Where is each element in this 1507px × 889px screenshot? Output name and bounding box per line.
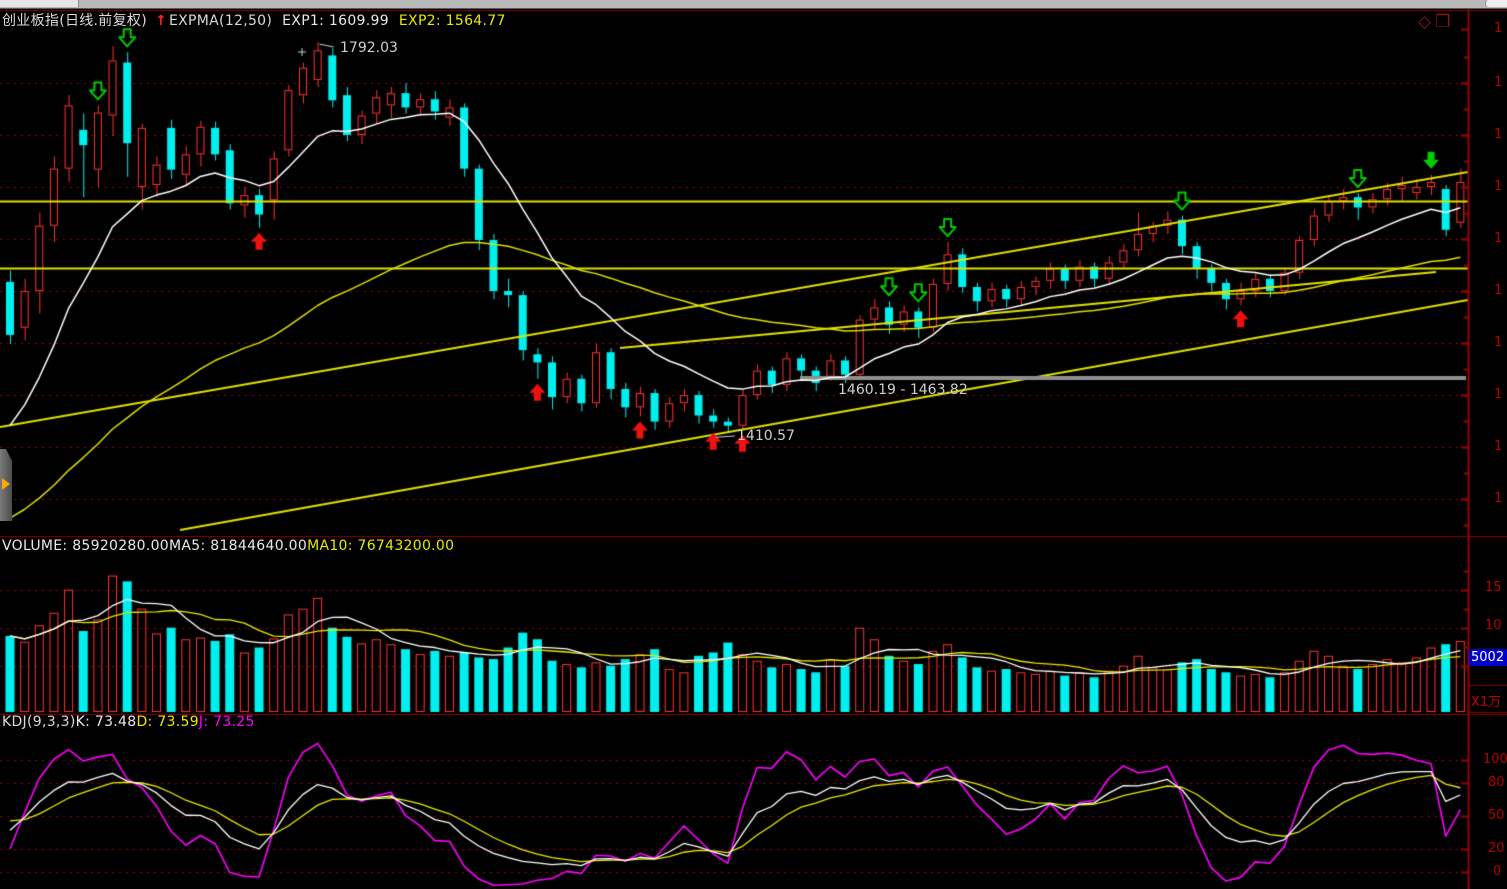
peak-price-annotation: 1792.03 — [340, 40, 398, 56]
main-axis-tick-label: 1 — [1494, 387, 1503, 402]
kdj-j-value: J: 73.25 — [198, 714, 255, 730]
low-price-annotation: 1410.57 — [737, 428, 795, 444]
main-axis-tick-label: 1 — [1494, 127, 1503, 142]
indicator-name: EXPMA(12,50) — [169, 13, 273, 29]
scrollbar-thumb[interactable] — [0, 0, 79, 7]
volume-current-marker: 5002 — [1469, 649, 1507, 666]
main-axis-tick-label: 1 — [1494, 75, 1503, 90]
main-axis-tick-label: 1 — [1494, 231, 1503, 246]
volume-unit-label: X1万 — [1471, 695, 1502, 710]
volume-header: VOLUME: 85920280.00MA5: 81844640.00MA10:… — [2, 538, 454, 554]
kdj-axis-tick-label: 50 — [1488, 808, 1505, 823]
expand-arrow-icon — [2, 478, 10, 490]
kdj-axis-tick-label: 20 — [1488, 841, 1505, 856]
kdj-axis-tick-label: 100 — [1483, 752, 1507, 767]
kdj-axis-tick-label: 0 — [1493, 864, 1502, 879]
window-corner-icons: ◇❐ — [1418, 12, 1454, 32]
kdj-label: KDJ(9,3,3) — [2, 714, 76, 730]
exp1-value: EXP1: 1609.99 — [282, 13, 389, 29]
kdj-k-value: K: 73.48 — [75, 714, 137, 730]
horizontal-scrollbar[interactable] — [0, 0, 1507, 9]
kdj-axis-tick-label: 80 — [1488, 775, 1505, 790]
volume-axis-tick-label: 10 — [1485, 618, 1502, 633]
main-axis-tick-label: 1 — [1494, 179, 1503, 194]
main-chart-header: 创业板指(日线.前复权) ↑ EXPMA(12,50) EXP1: 1609.99 EX… — [2, 10, 506, 30]
volume-value: VOLUME: 85920280.00 — [2, 538, 170, 554]
kdj-d-value: D: 73.59 — [136, 714, 199, 730]
volume-ma5-value: MA5: 81844640.00 — [169, 538, 308, 554]
up-arrow-icon: ↑ — [154, 13, 168, 29]
exp2-value: EXP2: 1564.77 — [398, 13, 506, 29]
main-axis-tick-label: 1 — [1494, 439, 1503, 454]
volume-axis-tick-label: 15 — [1485, 580, 1502, 595]
gap-range-annotation: 1460.19 - 1463.82 — [838, 382, 968, 398]
diamond-icon[interactable]: ◇ — [1418, 12, 1436, 32]
main-axis-tick-label: 1 — [1494, 283, 1503, 298]
collapsed-panel-tab[interactable] — [0, 449, 12, 521]
main-axis-tick-label: 1 — [1494, 21, 1503, 36]
main-axis-tick-label: 1 — [1494, 491, 1503, 506]
scrollbar-end-cap[interactable] — [1485, 0, 1507, 7]
kdj-header: KDJ(9,3,3)K: 73.48D: 73.59J: 73.25 — [2, 714, 255, 730]
volume-ma10-value: MA10: 76743200.00 — [307, 538, 455, 554]
main-axis-tick-label: 1 — [1494, 335, 1503, 350]
chart-title: 创业板指(日线.前复权) — [2, 13, 147, 29]
split-window-icon[interactable]: ❐ — [1435, 12, 1455, 32]
